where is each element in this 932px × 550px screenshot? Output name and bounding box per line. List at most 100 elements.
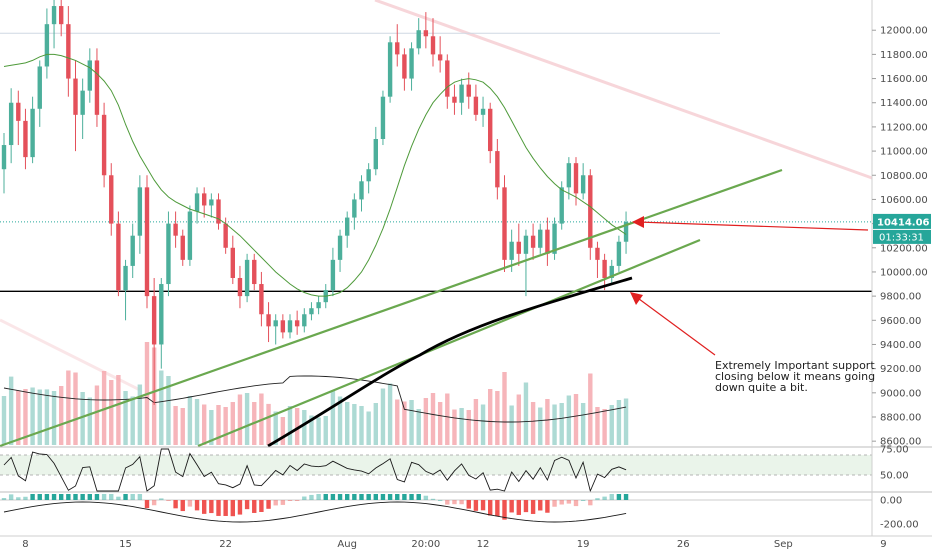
candle[interactable] (430, 18, 436, 67)
candle[interactable] (8, 88, 14, 164)
macd-bar (466, 500, 471, 509)
candle[interactable] (352, 193, 357, 230)
macd-bar (30, 494, 35, 500)
candle[interactable] (273, 314, 278, 345)
candle[interactable] (416, 18, 421, 55)
candle[interactable] (30, 96, 35, 164)
last-price-badge[interactable] (873, 213, 931, 229)
candle[interactable] (280, 314, 286, 339)
candle[interactable] (387, 36, 393, 103)
volume-bar (273, 411, 278, 445)
candle[interactable] (395, 24, 400, 67)
candle[interactable] (566, 157, 572, 200)
candle[interactable] (23, 108, 28, 170)
candle[interactable] (309, 302, 314, 321)
candle[interactable] (37, 60, 42, 127)
candle[interactable] (51, 0, 57, 49)
candle-body (51, 6, 57, 25)
candle[interactable] (237, 265, 243, 309)
candle[interactable] (602, 253, 607, 291)
candlesticks[interactable] (1, 0, 629, 405)
candle[interactable] (345, 211, 350, 248)
candle[interactable] (144, 175, 150, 309)
candle[interactable] (294, 310, 300, 335)
candle[interactable] (59, 0, 64, 37)
candle[interactable] (80, 78, 85, 139)
candle[interactable] (137, 175, 143, 254)
candle[interactable] (373, 126, 378, 176)
candle[interactable] (530, 223, 536, 260)
candle[interactable] (230, 235, 235, 285)
candle[interactable] (359, 175, 364, 212)
candle[interactable] (244, 253, 250, 303)
volume-bar (366, 411, 371, 445)
volume-bar (402, 401, 407, 445)
candle[interactable] (552, 217, 557, 260)
candle[interactable] (423, 12, 429, 49)
candle[interactable] (44, 8, 50, 79)
volume-bar (423, 398, 429, 445)
macd-bar (495, 500, 500, 517)
candle[interactable] (252, 253, 257, 291)
candle[interactable] (302, 308, 307, 333)
candle[interactable] (66, 6, 71, 97)
candle[interactable] (452, 84, 457, 115)
candle[interactable] (402, 48, 407, 91)
candle[interactable] (588, 169, 593, 260)
candle[interactable] (166, 211, 171, 297)
candle[interactable] (495, 138, 500, 200)
candle[interactable] (187, 205, 193, 266)
candle[interactable] (580, 163, 586, 200)
candle[interactable] (623, 211, 629, 254)
candle[interactable] (159, 277, 164, 369)
candle[interactable] (523, 229, 529, 297)
candle[interactable] (538, 223, 543, 254)
candle[interactable] (459, 78, 464, 115)
candle[interactable] (473, 84, 479, 121)
candle[interactable] (366, 163, 371, 194)
candle[interactable] (595, 241, 600, 278)
candle[interactable] (316, 296, 321, 315)
candle[interactable] (259, 271, 264, 327)
candle[interactable] (101, 102, 107, 188)
candle[interactable] (337, 229, 343, 272)
candle[interactable] (194, 187, 200, 224)
candle[interactable] (545, 217, 550, 266)
candle[interactable] (94, 48, 100, 127)
candle[interactable] (116, 211, 121, 297)
candle[interactable] (609, 259, 614, 285)
candle[interactable] (488, 102, 493, 164)
candle[interactable] (330, 247, 336, 297)
candle-body (37, 66, 42, 109)
macd-bar (545, 500, 550, 513)
macd-bar (530, 500, 536, 514)
candle[interactable] (480, 96, 486, 127)
candle[interactable] (73, 60, 78, 152)
candle[interactable] (616, 235, 622, 272)
volume-bar (430, 393, 436, 445)
candle[interactable] (437, 36, 443, 73)
candle[interactable] (109, 163, 114, 236)
candle-body (302, 314, 307, 327)
candle[interactable] (202, 187, 207, 218)
candle[interactable] (209, 193, 214, 218)
time-axis[interactable]: 8 15 22 Aug 20:00 12 19 26 Sep 9 (0, 535, 932, 550)
candle[interactable] (151, 277, 157, 405)
candle[interactable] (216, 193, 221, 230)
candle[interactable] (380, 90, 386, 146)
candle[interactable] (180, 229, 185, 266)
candle[interactable] (287, 314, 293, 339)
candle[interactable] (445, 54, 450, 109)
candle[interactable] (516, 223, 521, 266)
candle[interactable] (266, 302, 271, 343)
candle[interactable] (1, 132, 7, 194)
candle[interactable] (173, 211, 178, 248)
candle[interactable] (409, 42, 414, 91)
candle[interactable] (87, 48, 92, 103)
candle[interactable] (502, 175, 507, 272)
candle[interactable] (123, 259, 128, 321)
price-axis[interactable]: 12000.00 11800.00 11600.00 11400.00 11200.00… (871, 0, 931, 536)
candle[interactable] (16, 90, 21, 146)
candle[interactable] (130, 223, 135, 278)
